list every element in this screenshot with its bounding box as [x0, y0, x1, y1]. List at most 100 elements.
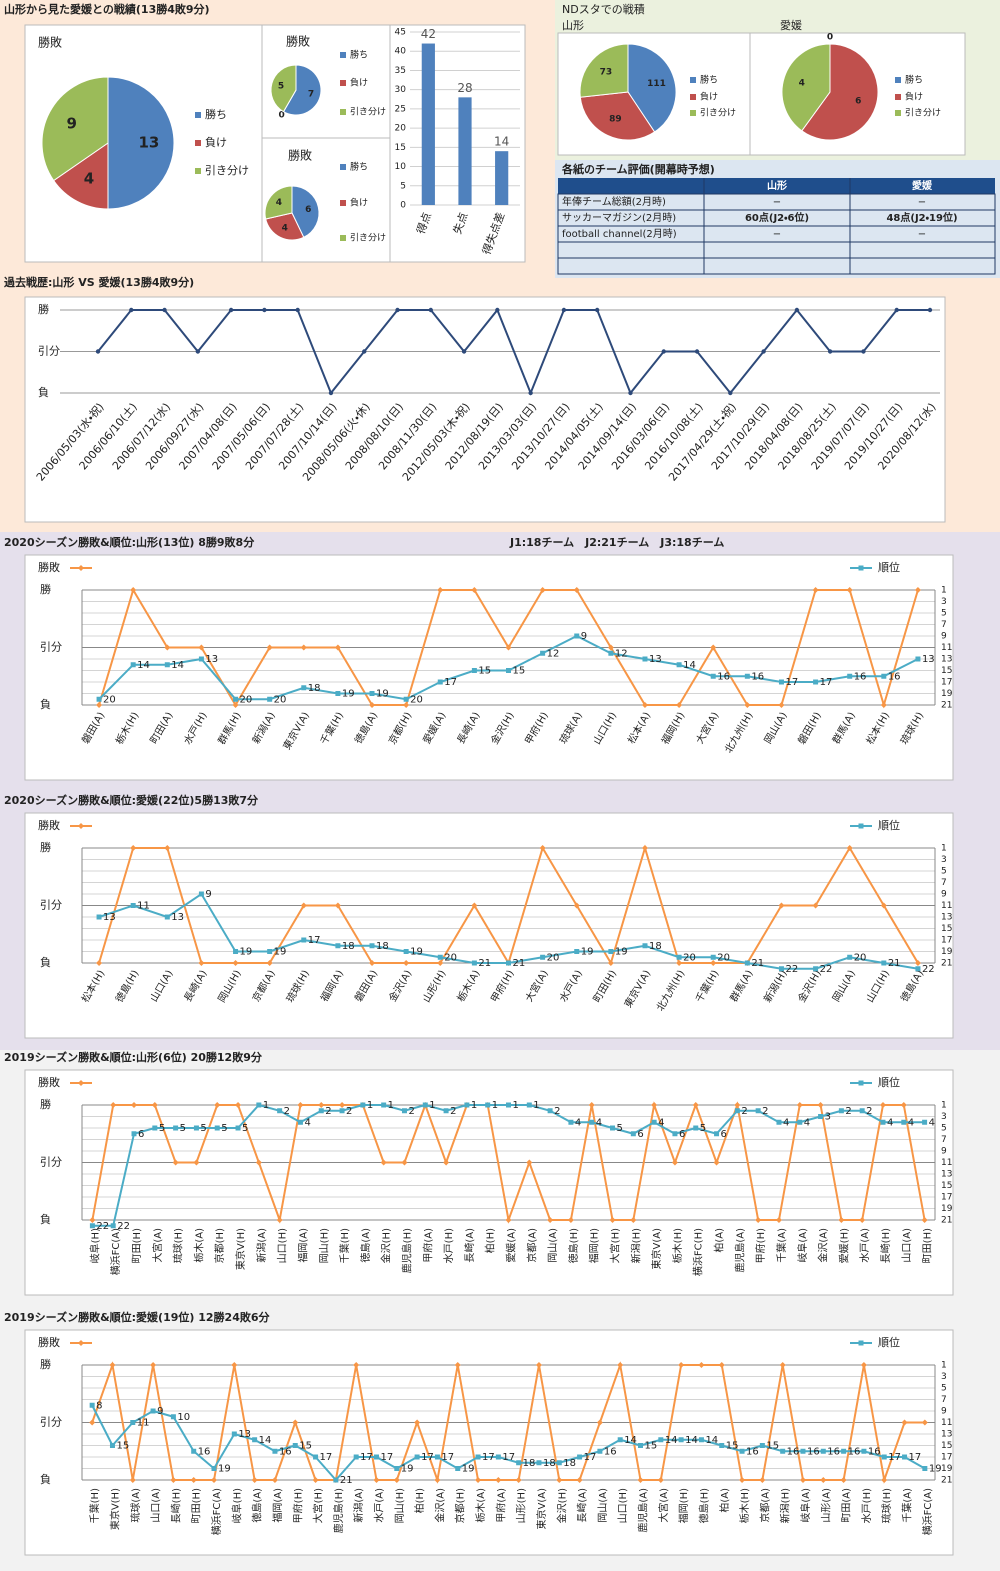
point	[380, 1159, 387, 1166]
value-label: 2	[450, 1106, 456, 1117]
point	[568, 1119, 574, 1125]
x-tick-label: 京都(A)	[759, 1488, 771, 1523]
value-label: 20	[683, 952, 696, 963]
y2-tick-label: 3	[941, 855, 947, 865]
point	[535, 1362, 542, 1368]
value-label: 22	[117, 1221, 130, 1232]
value-label: 19	[410, 947, 423, 958]
y2-tick-label: 7	[941, 1395, 947, 1405]
point	[676, 702, 683, 708]
y2-tick-label: 1	[941, 586, 947, 596]
x-tick-label: 徳島(H)	[567, 1228, 580, 1263]
x-tick-label: 琉球(H)	[172, 1228, 185, 1263]
legend-swatch	[690, 110, 696, 116]
x-tick-label: 金沢(H)	[555, 1488, 568, 1523]
point	[129, 307, 134, 313]
x-tick-label: 甲府(H)	[755, 1228, 767, 1263]
point	[778, 902, 785, 909]
point	[779, 1362, 786, 1368]
x-tick-label: 横浜FC(H)	[692, 1228, 705, 1276]
value-label: 2	[866, 1106, 872, 1117]
y-tick-label: 勝	[40, 1357, 51, 1371]
table: 各紙のチーム評価(開幕時予想) 山形 愛媛	[557, 162, 996, 275]
x-tick-label: 東京V(H)	[234, 1228, 247, 1270]
panel	[389, 24, 526, 263]
x-tick-label: 東京V(A)	[650, 1228, 663, 1270]
x-tick-label: 徳島(H)	[697, 1488, 710, 1523]
point	[256, 1102, 262, 1108]
y-tick-label: 引分	[40, 1155, 62, 1169]
point	[335, 943, 341, 949]
y2-tick-label: 5	[941, 867, 947, 877]
point	[214, 1125, 220, 1131]
point	[96, 960, 103, 966]
point	[719, 1443, 725, 1448]
chart-title: 2020シーズン勝敗&順位:山形(13位) 8勝9敗8分	[4, 535, 255, 549]
point	[671, 1159, 678, 1166]
point	[89, 1402, 95, 1408]
point	[900, 1102, 907, 1108]
point	[589, 1119, 595, 1125]
value-label: 15	[645, 1441, 658, 1452]
value-label: 19	[615, 947, 628, 958]
point	[267, 949, 273, 954]
value-label: 20	[103, 694, 116, 705]
value-label: 16	[717, 671, 730, 682]
value-label: 19	[240, 947, 253, 958]
point	[710, 954, 716, 960]
point	[334, 902, 341, 909]
point	[475, 1454, 481, 1460]
x-tick-label: 山形(A)	[820, 1488, 832, 1523]
point	[403, 696, 409, 702]
value-label: 1	[429, 1100, 435, 1111]
point	[198, 644, 205, 651]
x-tick-label: 新潟(A)	[255, 1228, 268, 1263]
legend-label: 負け	[350, 197, 368, 209]
legend-swatch	[895, 110, 901, 116]
legend-label: 勝敗	[38, 1075, 60, 1089]
point	[547, 1217, 554, 1223]
chart-title: 愛媛	[780, 19, 802, 32]
point	[794, 307, 800, 313]
value-label: 17	[785, 677, 798, 688]
x-tick-label: 長崎(H)	[879, 1228, 892, 1263]
x-tick-label: 柏(H)	[413, 1488, 426, 1513]
legend-label: 勝ち	[350, 49, 368, 61]
point	[776, 1119, 782, 1125]
value-label: 4	[304, 1117, 310, 1128]
y2-tick-label: 13	[941, 655, 952, 665]
value-label: 16	[198, 1446, 211, 1457]
point	[464, 1102, 470, 1108]
legend-label: 負け	[700, 91, 718, 103]
panel	[24, 296, 946, 523]
x-tick-label: 岡山(A)	[597, 1488, 609, 1523]
point	[434, 1454, 440, 1460]
y-tick-label: 5	[400, 181, 406, 191]
point	[596, 1419, 603, 1426]
point	[475, 1477, 482, 1483]
value-label: 2	[845, 1106, 851, 1117]
point	[922, 1119, 928, 1125]
legend-swatch	[340, 52, 346, 58]
y2-tick-label: 13	[941, 913, 952, 923]
x-tick-label: 山口(A)	[150, 1488, 162, 1523]
point	[894, 307, 899, 313]
point	[846, 845, 853, 851]
y2-tick-label: 19	[941, 1464, 953, 1474]
point	[471, 668, 477, 673]
point	[915, 966, 921, 972]
value-label: 18	[342, 941, 355, 952]
x-tick-label: 鹿児島(A)	[637, 1488, 650, 1533]
point	[692, 1102, 699, 1108]
y2-tick-label: 9	[941, 890, 947, 900]
point	[651, 1102, 658, 1108]
point	[193, 1159, 200, 1166]
point	[403, 960, 410, 966]
point	[574, 949, 580, 954]
legend-label: 引き分け	[905, 108, 941, 119]
series-line	[91, 1404, 926, 1482]
value-label: 17	[909, 1452, 922, 1463]
value-label: 4	[596, 1117, 602, 1128]
x-tick-label: 山形(H)	[516, 1488, 528, 1523]
point	[362, 349, 367, 354]
